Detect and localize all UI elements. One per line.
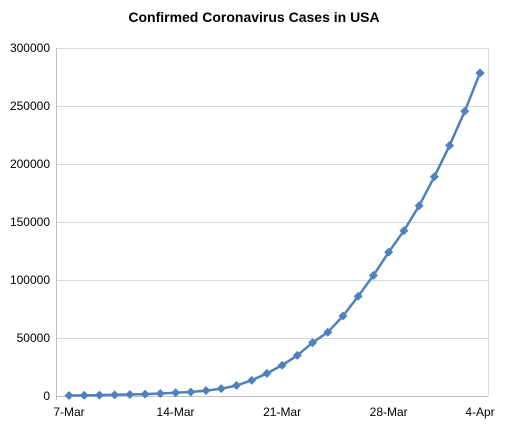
x-tick-label: 14-Mar xyxy=(157,405,195,419)
data-point-marker xyxy=(64,391,74,401)
data-point-marker xyxy=(292,350,302,360)
data-point-marker xyxy=(231,381,241,391)
y-tick-label: 250000 xyxy=(10,99,50,113)
data-point-marker xyxy=(94,390,104,400)
data-point-marker xyxy=(201,386,211,396)
data-point-marker xyxy=(110,390,120,400)
data-point-marker xyxy=(155,389,165,399)
y-tick-label: 200000 xyxy=(10,157,50,171)
data-point-marker xyxy=(445,140,455,150)
x-tick-label: 4-Apr xyxy=(465,405,494,419)
y-axis-tick-labels: 0 50000 100000 150000 200000 250000 300000 xyxy=(10,41,50,403)
y-tick-label: 150000 xyxy=(10,215,50,229)
data-point-marker xyxy=(460,106,470,116)
data-point-marker xyxy=(338,311,348,321)
data-point-marker xyxy=(475,68,485,78)
data-point-marker xyxy=(247,375,257,385)
data-point-marker xyxy=(262,368,272,378)
y-tick-label: 100000 xyxy=(10,273,50,287)
data-point-marker xyxy=(384,247,394,257)
data-point-marker xyxy=(125,389,135,399)
data-point-marker xyxy=(79,390,89,400)
x-tick-label: 7-Mar xyxy=(53,405,84,419)
data-point-marker xyxy=(186,387,196,397)
data-point-marker xyxy=(414,201,424,211)
x-axis-tick-labels: 7-Mar 14-Mar 21-Mar 28-Mar 4-Apr xyxy=(53,405,494,419)
data-point-marker xyxy=(353,291,363,301)
data-point-marker xyxy=(171,388,181,398)
x-tick-label: 28-Mar xyxy=(370,405,408,419)
axes xyxy=(56,48,488,400)
y-tick-label: 0 xyxy=(43,389,50,403)
series-layer xyxy=(64,68,485,401)
data-point-marker xyxy=(323,327,333,337)
data-point-marker xyxy=(277,360,287,370)
chart-title: Confirmed Coronavirus Cases in USA xyxy=(128,9,379,25)
data-point-marker xyxy=(429,172,439,182)
gridlines xyxy=(56,48,489,396)
data-point-marker xyxy=(216,384,226,394)
data-point-marker xyxy=(308,338,318,348)
data-point-marker xyxy=(368,270,378,280)
series-line xyxy=(68,72,482,397)
y-tick-label: 50000 xyxy=(17,331,51,345)
data-point-marker xyxy=(399,226,409,236)
y-tick-label: 300000 xyxy=(10,41,50,55)
x-tick-label: 21-Mar xyxy=(263,405,301,419)
data-point-marker xyxy=(140,389,150,399)
